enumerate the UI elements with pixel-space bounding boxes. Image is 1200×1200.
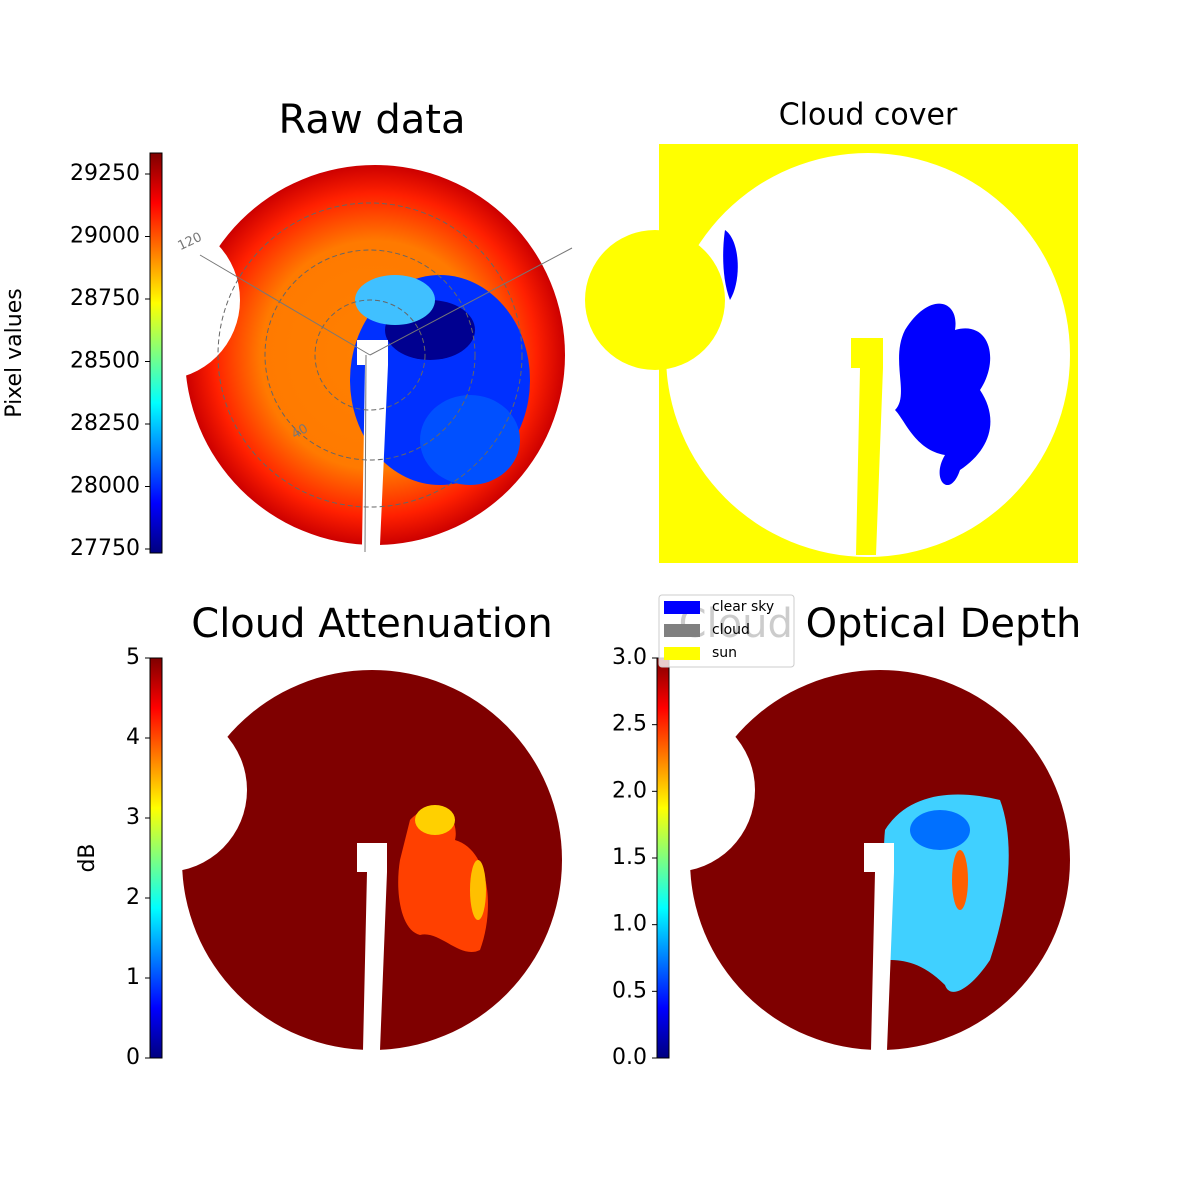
- cloud-cover-image: [585, 144, 1078, 563]
- colorbar-tick-label: 28500: [70, 349, 140, 374]
- colorbar-tick-label: 29000: [70, 224, 140, 249]
- colorbar-tick-label: 3.0: [612, 645, 647, 670]
- optical-depth-image: [591, 670, 1070, 1050]
- colorbar-tick-label: 4: [126, 725, 140, 750]
- polar-annotation: 40: [289, 421, 311, 442]
- colorbar-tick-label: 2.5: [612, 712, 647, 737]
- colorbar-tick-label: 2.0: [612, 778, 647, 803]
- colorbar-tick-label: 27750: [70, 536, 140, 561]
- colorbar-tick-label: 5: [126, 645, 140, 670]
- colorbar-tick-label: 1.0: [612, 912, 647, 937]
- legend-label: cloud: [712, 622, 750, 638]
- colorbar: [656, 657, 670, 1059]
- colorbar-label: dB: [75, 843, 100, 872]
- colorbar-tick-label: 0.5: [612, 978, 647, 1003]
- colorbar-tick-label: 1: [126, 965, 140, 990]
- colorbar-tick-label: 28250: [70, 411, 140, 436]
- colorbar-tick-label: 0: [126, 1045, 140, 1070]
- colorbar-tick-label: 2: [126, 885, 140, 910]
- colorbar-tick-label: 28750: [70, 286, 140, 311]
- colorbar-tick-label: 28000: [70, 474, 140, 499]
- colorbar: [149, 657, 163, 1059]
- panel-title: Cloud Attenuation: [191, 601, 552, 647]
- legend-swatch: [664, 647, 700, 660]
- panel-title: Raw data: [279, 97, 466, 143]
- colorbar: [149, 152, 163, 554]
- colorbar-tick-label: 1.5: [612, 845, 647, 870]
- colorbar-tick-label: 29250: [70, 161, 140, 186]
- legend-label: clear sky: [712, 599, 774, 615]
- colorbar-tick-label: 0.0: [612, 1045, 647, 1070]
- legend-label: sun: [712, 645, 737, 661]
- colorbar-tick-label: 3: [126, 805, 140, 830]
- colorbar-label: Pixel values: [2, 288, 27, 417]
- raw-image: [80, 165, 573, 553]
- legend-swatch: [664, 601, 700, 614]
- panel-title: Cloud cover: [779, 98, 958, 133]
- legend-swatch: [664, 624, 700, 637]
- attenuation-image: [83, 670, 562, 1050]
